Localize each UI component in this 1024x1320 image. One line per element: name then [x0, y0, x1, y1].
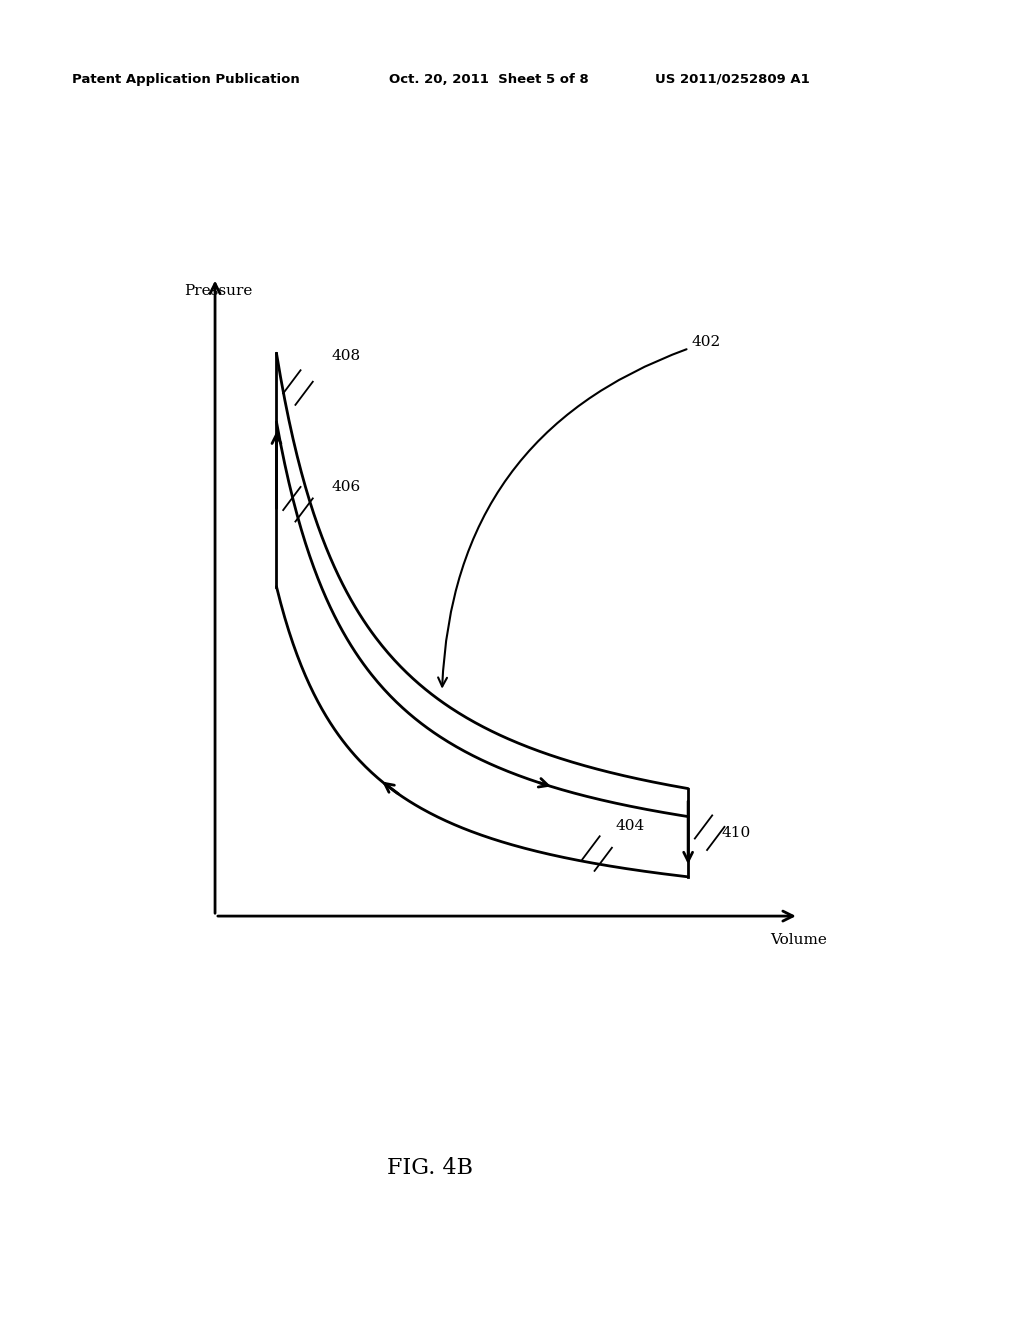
- Text: 404: 404: [615, 818, 645, 833]
- Text: Volume: Volume: [770, 933, 827, 946]
- Text: Pressure: Pressure: [184, 284, 253, 298]
- Text: US 2011/0252809 A1: US 2011/0252809 A1: [655, 73, 810, 86]
- Text: 408: 408: [332, 348, 360, 363]
- Text: Patent Application Publication: Patent Application Publication: [72, 73, 299, 86]
- Text: 406: 406: [332, 479, 361, 494]
- Text: FIG. 4B: FIG. 4B: [387, 1158, 473, 1179]
- Text: 402: 402: [438, 335, 721, 686]
- Text: 410: 410: [722, 826, 752, 840]
- Text: Oct. 20, 2011  Sheet 5 of 8: Oct. 20, 2011 Sheet 5 of 8: [389, 73, 589, 86]
